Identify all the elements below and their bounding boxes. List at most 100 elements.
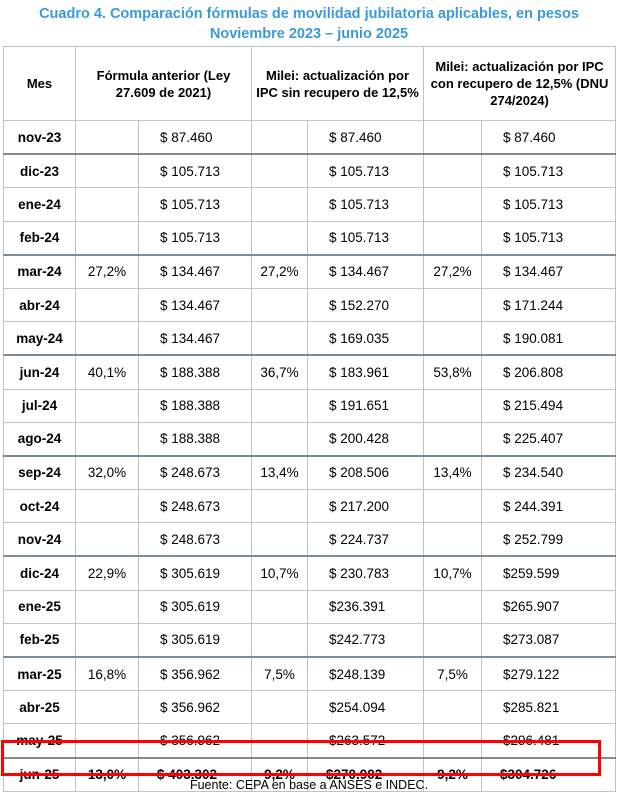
cell-milei-con-value: $279.122: [481, 656, 617, 692]
cell-formula-anterior-pct: 27,2%: [75, 254, 139, 289]
cell-milei-con-pct: [423, 622, 483, 658]
cell-milei-sin-value: $ 200.428: [306, 421, 425, 457]
cell-formula-anterior-pct: 16,8%: [75, 656, 139, 692]
title-line-2: Noviembre 2023 – junio 2025: [209, 26, 409, 42]
cell-mes: oct-24: [3, 489, 76, 524]
cell-formula-anterior-value: $ 305.619: [138, 555, 252, 591]
cell-milei-sin-pct: [251, 153, 308, 189]
cell-milei-con-pct: 27,2%: [423, 254, 483, 289]
cell-milei-con-value: $265.907: [481, 589, 617, 624]
cell-milei-sin-value: $248.139: [306, 656, 425, 692]
cell-milei-sin-value: $ 105.713: [306, 153, 425, 189]
cell-formula-anterior-value: $ 134.467: [138, 287, 252, 323]
cell-milei-sin-value: $ 105.713: [306, 220, 425, 256]
cell-mes: sep-24: [3, 455, 76, 491]
cell-mes: may-25: [3, 723, 76, 759]
cell-mes: mar-24: [3, 254, 76, 289]
cell-milei-con-pct: 10,7%: [423, 555, 483, 591]
cell-mes: nov-23: [3, 120, 76, 156]
cell-milei-con-value: $ 171.244: [481, 287, 617, 323]
cell-formula-anterior-pct: [75, 287, 139, 323]
cell-milei-con-value: $ 206.808: [481, 354, 617, 390]
cell-milei-sin-value: $ 183.961: [306, 354, 425, 390]
cell-milei-sin-value: $ 152.270: [306, 287, 425, 323]
cell-milei-con-pct: [423, 287, 483, 323]
cell-milei-sin-value: $ 169.035: [306, 321, 425, 357]
cell-milei-sin-value: $ 230.783: [306, 555, 425, 591]
header-milei-sin-recupero: Milei: actualización por IPC sin recuper…: [250, 46, 425, 121]
cell-formula-anterior-pct: 40,1%: [75, 354, 139, 390]
cell-milei-sin-value: $ 105.713: [306, 187, 425, 222]
cell-milei-sin-value: $ 87.460: [306, 120, 425, 156]
cell-milei-sin-pct: [251, 321, 308, 357]
cell-milei-sin-pct: 27,2%: [251, 254, 308, 289]
table-row: ene-24 $ 105.713 $ 105.713 $ 105.713: [3, 187, 617, 222]
cell-milei-con-pct: [423, 589, 483, 624]
cell-formula-anterior-pct: [75, 220, 139, 256]
cell-mes: may-24: [3, 321, 76, 357]
header-formula-anterior: Fórmula anterior (Ley 27.609 de 2021): [75, 46, 252, 121]
table-row: jun-24 40,1% $ 188.388 36,7% $ 183.961 53,8% $…: [3, 354, 617, 390]
cell-milei-con-value: $ 234.540: [481, 455, 617, 491]
cell-mes: ago-24: [3, 421, 76, 457]
cell-milei-sin-pct: [251, 388, 308, 423]
cell-milei-sin-pct: 36,7%: [251, 354, 308, 390]
cell-milei-sin-pct: [251, 522, 308, 558]
cell-milei-sin-value: $ 191.651: [306, 388, 425, 423]
table-row: nov-24 $ 248.673 $ 224.737 $ 252.799: [3, 522, 617, 558]
cell-milei-sin-value: $236.391: [306, 589, 425, 624]
cell-formula-anterior-value: $ 105.713: [138, 220, 252, 256]
table-body: nov-23 $ 87.460 $ 87.460 $ 87.460 dic-23 $ 10…: [3, 120, 617, 792]
cell-formula-anterior-pct: [75, 321, 139, 357]
cell-milei-sin-value: $ 217.200: [306, 489, 425, 524]
header-row: Mes Fórmula anterior (Ley 27.609 de 2021…: [3, 46, 617, 121]
table-row: dic-24 22,9% $ 305.619 10,7% $ 230.783 10,7% $…: [3, 555, 617, 591]
cell-mes: abr-24: [3, 287, 76, 323]
cell-formula-anterior-pct: [75, 388, 139, 423]
cell-mes: nov-24: [3, 522, 76, 558]
table-row: may-25 $ 356.962 $263.572 $296.481: [3, 723, 617, 759]
header-milei-con-recupero: Milei: actualización por IPC con recuper…: [423, 46, 617, 121]
cell-milei-sin-pct: [251, 622, 308, 658]
table-row: feb-24 $ 105.713 $ 105.713 $ 105.713: [3, 220, 617, 256]
cell-formula-anterior-value: $ 248.673: [138, 455, 252, 491]
table-row: abr-25 $ 356.962 $254.094 $285.821: [3, 690, 617, 725]
cell-milei-con-value: $259.599: [481, 555, 617, 591]
cell-milei-sin-pct: [251, 287, 308, 323]
table-row: may-24 $ 134.467 $ 169.035 $ 190.081: [3, 321, 617, 357]
title-line-1: Cuadro 4. Comparación fórmulas de movili…: [39, 6, 579, 22]
cell-formula-anterior-value: $ 356.962: [138, 723, 252, 759]
cell-formula-anterior-pct: [75, 690, 139, 725]
cell-formula-anterior-value: $ 305.619: [138, 622, 252, 658]
cell-milei-con-value: $ 215.494: [481, 388, 617, 423]
cell-milei-sin-value: $ 208.506: [306, 455, 425, 491]
cell-mes: jul-24: [3, 388, 76, 423]
cell-milei-sin-pct: [251, 187, 308, 222]
cell-milei-sin-pct: [251, 421, 308, 457]
cell-milei-sin-value: $ 224.737: [306, 522, 425, 558]
table-title: Cuadro 4. Comparación fórmulas de movili…: [0, 4, 618, 44]
cell-milei-sin-pct: [251, 489, 308, 524]
table-row: ene-25 $ 305.619 $236.391 $265.907: [3, 589, 617, 624]
cell-milei-con-pct: [423, 388, 483, 423]
cell-milei-con-pct: [423, 489, 483, 524]
cell-mes: ene-24: [3, 187, 76, 222]
table-row: feb-25 $ 305.619 $242.773 $273.087: [3, 622, 617, 658]
cell-milei-sin-pct: [251, 589, 308, 624]
cell-mes: abr-25: [3, 690, 76, 725]
cell-mes: dic-23: [3, 153, 76, 189]
cell-milei-sin-value: $242.773: [306, 622, 425, 658]
cell-milei-con-value: $285.821: [481, 690, 617, 725]
cell-milei-sin-pct: [251, 120, 308, 156]
table-row: ago-24 $ 188.388 $ 200.428 $ 225.407: [3, 421, 617, 457]
cell-milei-sin-pct: 7,5%: [251, 656, 308, 692]
cell-formula-anterior-value: $ 105.713: [138, 187, 252, 222]
cell-milei-con-pct: [423, 120, 483, 156]
cell-mes: ene-25: [3, 589, 76, 624]
cell-milei-sin-pct: [251, 690, 308, 725]
cell-mes: feb-25: [3, 622, 76, 658]
cell-formula-anterior-value: $ 188.388: [138, 388, 252, 423]
cell-milei-con-pct: 7,5%: [423, 656, 483, 692]
table-row: abr-24 $ 134.467 $ 152.270 $ 171.244: [3, 287, 617, 323]
cell-milei-con-value: $ 105.713: [481, 220, 617, 256]
